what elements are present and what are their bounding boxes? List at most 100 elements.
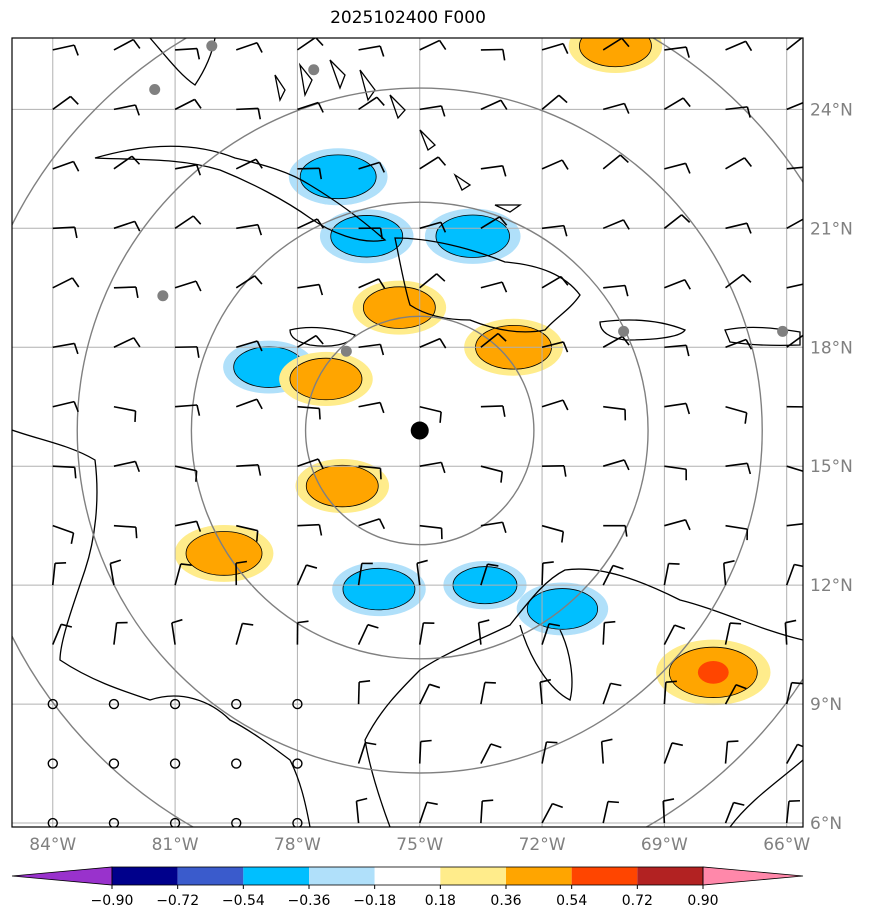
colorbar-segment <box>440 867 506 885</box>
wind-barb <box>480 465 503 483</box>
wind-barb <box>786 101 803 111</box>
wind-barb <box>358 465 382 480</box>
wind-barb <box>663 680 677 705</box>
wind-barb <box>786 405 803 408</box>
negative-anomaly-core <box>435 214 510 258</box>
wind-barb <box>52 342 79 355</box>
wind-barb <box>541 224 568 237</box>
wind-barb <box>480 799 494 824</box>
wind-barb <box>541 802 563 824</box>
wind-barb <box>785 799 801 824</box>
wind-barb <box>725 106 751 118</box>
longitude-label: 81°W <box>152 835 199 855</box>
wind-barb <box>52 277 80 289</box>
wind-barb <box>419 105 446 117</box>
station-marker <box>618 325 630 337</box>
wind-barb <box>602 38 630 51</box>
wind-barb <box>235 398 263 410</box>
colorbar-tick-label: −0.90 <box>91 893 134 909</box>
latitude-labels: 6°N 9°N 12°N 15°N 18°N 21°N 24°N <box>810 100 853 834</box>
wind-barb <box>663 624 686 645</box>
wind-barb <box>235 275 263 289</box>
wind-barb <box>235 41 263 53</box>
colorbar-frame <box>111 866 704 886</box>
wind-barb <box>541 94 568 110</box>
latitude-label: 9°N <box>810 695 842 715</box>
wind-barb <box>724 622 742 645</box>
wind-barb <box>786 465 803 473</box>
wind-barb <box>786 166 803 170</box>
wind-barb <box>236 107 262 120</box>
colorbar-tick-label: −0.36 <box>288 893 331 909</box>
range-ring <box>304 315 535 546</box>
wind-barb <box>480 332 507 348</box>
range-rings <box>12 38 803 827</box>
wind-barb <box>357 562 373 586</box>
latitude-label: 24°N <box>810 100 853 120</box>
wind-barb <box>171 618 183 645</box>
longitude-label: 75°W <box>396 835 443 855</box>
wind-barb <box>419 221 447 233</box>
wind-barb <box>358 343 385 356</box>
wind-barb <box>542 465 567 477</box>
colorbar-segment <box>112 867 178 885</box>
wind-barb <box>725 462 752 475</box>
wind-barb <box>480 164 507 177</box>
wind-barb <box>358 401 385 414</box>
wind-barb <box>296 564 318 586</box>
wind-barb <box>725 405 748 424</box>
wind-barb <box>113 104 140 116</box>
colorbar-tick-label: 0.90 <box>687 893 718 909</box>
wind-barbs <box>47 38 803 827</box>
wind-barb <box>602 620 616 645</box>
wind-barb <box>419 683 441 705</box>
calm-wind-marker <box>47 817 58 827</box>
storm-center-marker <box>410 421 429 440</box>
wind-barb <box>109 559 122 586</box>
wind-barb <box>235 560 248 586</box>
wind-barb <box>296 334 324 348</box>
wind-barb <box>52 226 78 239</box>
wind-barb <box>664 162 691 174</box>
wind-barb <box>480 521 507 533</box>
colorbar-segment <box>309 867 375 885</box>
wind-barb <box>480 281 508 293</box>
wind-barb <box>419 337 447 349</box>
wind-barb <box>541 399 569 411</box>
wind-barb <box>725 222 752 234</box>
wind-barb <box>541 341 569 353</box>
longitude-label: 78°W <box>274 835 321 855</box>
wind-barb <box>358 227 384 240</box>
wind-barb <box>113 220 141 232</box>
wind-barb <box>602 335 630 348</box>
wind-barb <box>602 800 620 824</box>
wind-barb <box>602 219 630 230</box>
colorbar-segment <box>177 867 244 885</box>
station-marker <box>157 290 169 302</box>
colorbar-segment <box>637 867 703 885</box>
wind-barb <box>664 402 691 415</box>
negative-anomaly-core <box>299 154 377 200</box>
colorbar-tick-label: 0.18 <box>425 893 456 909</box>
wind-barb <box>480 743 502 764</box>
wind-barb <box>541 622 560 645</box>
wind-barb <box>358 96 385 111</box>
wind-barb <box>175 346 200 358</box>
wind-barb <box>51 562 67 586</box>
colorbar-tick-label: 0.54 <box>556 893 587 909</box>
colorbar-extend-low <box>11 866 113 886</box>
wind-barb <box>296 38 324 51</box>
anomaly-shading <box>174 38 771 706</box>
wind-barb <box>480 405 506 417</box>
colorbar-segment <box>571 867 638 885</box>
wind-barb <box>236 340 263 352</box>
wind-barb <box>725 338 753 350</box>
wind-barb <box>602 154 629 170</box>
wind-barb <box>52 465 77 479</box>
latitude-label: 6°N <box>810 814 842 834</box>
calm-wind-marker <box>231 817 242 827</box>
wind-barb <box>175 404 201 416</box>
wind-barb <box>174 465 198 482</box>
wind-barb <box>785 681 803 705</box>
